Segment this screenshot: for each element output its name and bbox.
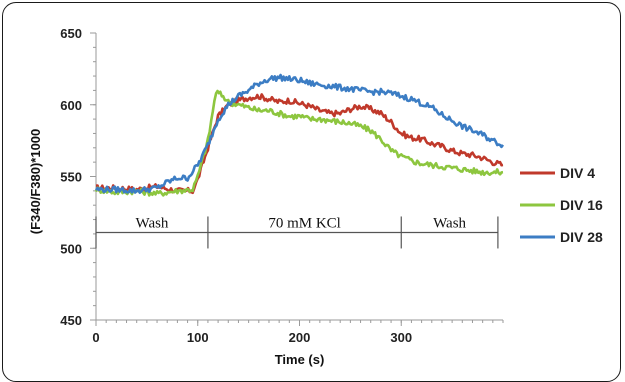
series-lines (96, 75, 503, 195)
period-label: Wash (135, 215, 168, 231)
x-tick-label: 100 (187, 330, 209, 345)
y-tick-label: 450 (60, 313, 82, 328)
series-line-div-4 (96, 94, 503, 192)
axes: 450 500 550 600 650 0 100 200 300 (60, 26, 503, 345)
series-line-div-28 (96, 75, 503, 193)
y-axis-title: (F340/F380)*1000 (28, 129, 43, 235)
y-tick-label: 600 (60, 98, 82, 113)
x-tick-label: 0 (92, 330, 99, 345)
legend: DIV 4 DIV 16 DIV 28 (520, 165, 603, 245)
x-tick-label: 200 (289, 330, 311, 345)
period-annotations: Wash 70 mM KCl Wash (96, 215, 498, 248)
legend-label: DIV 4 (560, 165, 595, 181)
period-label: 70 mM KCl (268, 215, 341, 231)
y-tick-label: 500 (60, 241, 82, 256)
x-tick-label: 300 (390, 330, 412, 345)
period-label: Wash (433, 215, 466, 231)
y-tick-label: 550 (60, 170, 82, 185)
legend-label: DIV 28 (560, 229, 603, 245)
legend-label: DIV 16 (560, 197, 603, 213)
y-tick-label: 650 (60, 26, 82, 41)
x-axis-title: Time (s) (275, 352, 325, 367)
